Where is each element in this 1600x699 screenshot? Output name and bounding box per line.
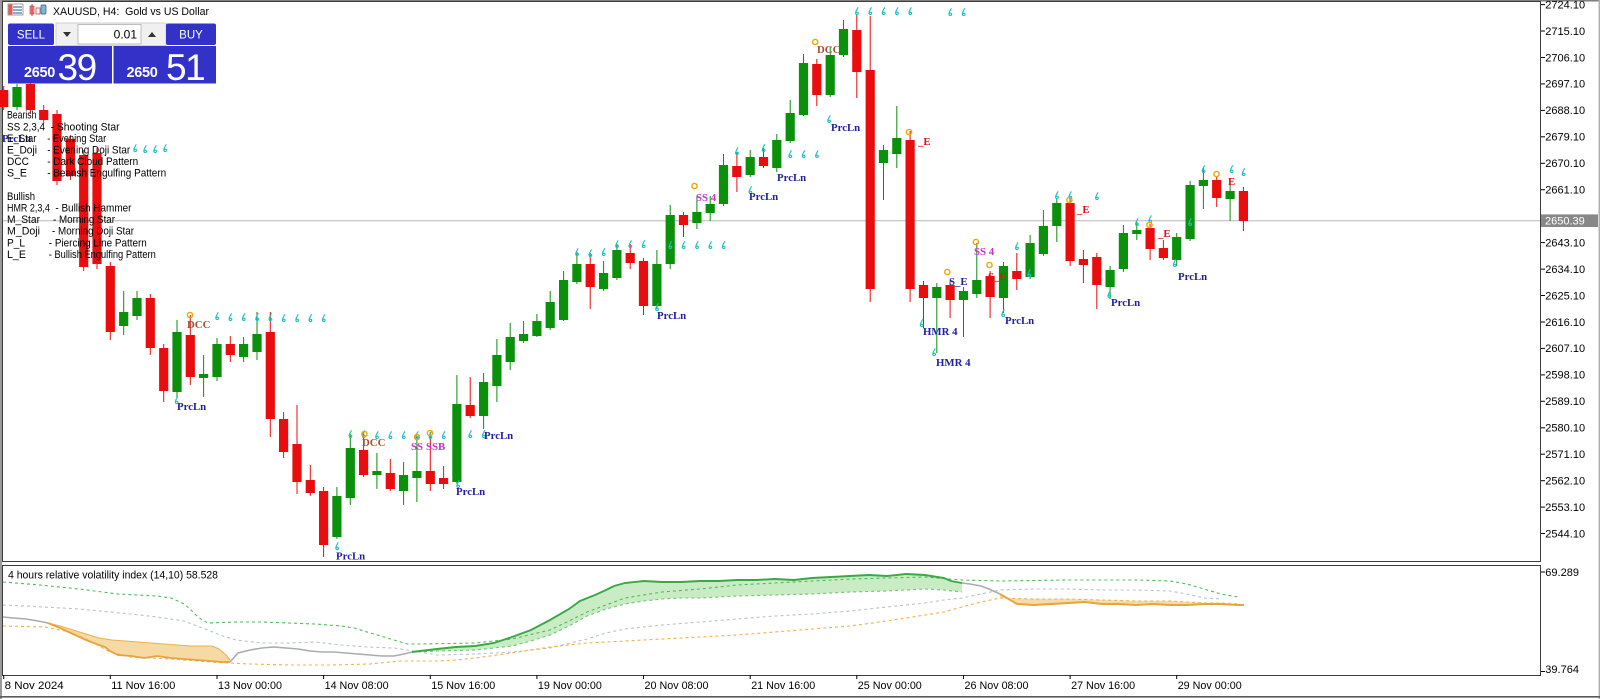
svg-text:29 Nov 00:00: 29 Nov 00:00 [1178,680,1242,692]
svg-text:PrcLn: PrcLn [1005,315,1034,327]
svg-text:HMR 4: HMR 4 [923,326,958,338]
svg-text:E: E [1228,176,1235,188]
svg-text:HMR 2,3,4: HMR 2,3,4 [7,203,50,215]
svg-text:- Morning Doji Star: - Morning Doji Star [52,226,134,238]
svg-text:2607.10: 2607.10 [1545,343,1585,355]
svg-text:19 Nov 00:00: 19 Nov 00:00 [538,680,602,692]
svg-text:27 Nov 16:00: 27 Nov 16:00 [1071,680,1135,692]
svg-text:L_E: L_E [7,249,26,261]
svg-text:DCC: DCC [187,319,210,331]
svg-text:PrcLn: PrcLn [831,122,860,134]
svg-text:4 hours relative volatility in: 4 hours relative volatility index (14,10… [8,570,218,582]
svg-text:PrcLn: PrcLn [2,133,31,145]
svg-text:PrcLn: PrcLn [456,486,485,498]
svg-text:2625.10: 2625.10 [1545,290,1585,302]
svg-text:2679.10: 2679.10 [1545,132,1585,144]
svg-text:2650.39: 2650.39 [1545,215,1585,227]
svg-text:BUY: BUY [179,30,203,42]
svg-text:SS 2,3,4: SS 2,3,4 [7,121,45,133]
svg-text:2634.10: 2634.10 [1545,264,1585,276]
svg-text:- Bullish Hammer: - Bullish Hammer [55,203,131,215]
svg-text:2697.10: 2697.10 [1545,79,1585,91]
svg-text:SS: SS [411,441,423,453]
svg-text:SS 4: SS 4 [974,246,995,258]
svg-text:PrcLn: PrcLn [1178,271,1207,283]
svg-text:2688.10: 2688.10 [1545,105,1585,117]
svg-text:SSB: SSB [426,441,445,453]
svg-text:Bullish: Bullish [7,191,35,203]
svg-text:- Morning Star: - Morning Star [53,214,115,226]
svg-text:2571.10: 2571.10 [1545,449,1585,461]
svg-text:- Bearish Engulfing Pattern: - Bearish Engulfing Pattern [47,168,166,180]
svg-text:DCC: DCC [7,156,29,168]
svg-text:PrcLn: PrcLn [657,310,686,322]
svg-text:25 Nov 00:00: 25 Nov 00:00 [858,680,922,692]
svg-text:2562.10: 2562.10 [1545,476,1585,488]
svg-text:S_E: S_E [7,168,27,180]
svg-text:2553.10: 2553.10 [1545,502,1585,514]
svg-text:- Shooting Star: - Shooting Star [51,121,120,133]
svg-text:- Evening Star: - Evening Star [47,133,106,145]
svg-text:13 Nov 00:00: 13 Nov 00:00 [218,680,282,692]
svg-text:39: 39 [58,47,96,88]
svg-text:2724.10: 2724.10 [1545,0,1585,11]
svg-text:51: 51 [166,47,204,88]
svg-text:2643.10: 2643.10 [1545,237,1585,249]
svg-text:2670.10: 2670.10 [1545,158,1585,170]
svg-text:0.01: 0.01 [114,28,138,42]
svg-text:PrcLn: PrcLn [484,430,513,442]
svg-text:21 Nov 16:00: 21 Nov 16:00 [751,680,815,692]
svg-text:S_E: S_E [988,271,1007,283]
svg-text:M_Star: M_Star [7,214,40,226]
svg-text:20 Nov 08:00: 20 Nov 08:00 [645,680,709,692]
svg-text:S_E: S_E [949,276,968,288]
svg-text:- Evening Doji Star: - Evening Doji Star [47,145,130,157]
svg-text:2589.10: 2589.10 [1545,396,1585,408]
svg-text:8 Nov 2024: 8 Nov 2024 [5,680,64,692]
svg-text:PrcLn: PrcLn [336,551,365,563]
svg-text:11 Nov 16:00: 11 Nov 16:00 [111,680,175,692]
svg-text:2616.10: 2616.10 [1545,317,1585,329]
svg-text:- Bullish Engulfing Pattern: - Bullish Engulfing Pattern [49,249,156,261]
svg-text:_E: _E [1157,228,1171,240]
svg-text:E_Doji: E_Doji [7,145,37,157]
svg-text:DCC: DCC [362,437,385,449]
svg-text:_E: _E [917,136,931,148]
svg-text:2706.10: 2706.10 [1545,52,1585,64]
svg-text:2598.10: 2598.10 [1545,370,1585,382]
svg-text:XAUUSD, H4: Gold vs US Dollar: XAUUSD, H4: Gold vs US Dollar [53,6,209,18]
svg-text:SS 4: SS 4 [696,192,717,204]
svg-text:14 Nov 08:00: 14 Nov 08:00 [325,680,389,692]
svg-text:2544.10: 2544.10 [1545,528,1585,540]
svg-text:P_L: P_L [7,237,25,249]
svg-text:2650: 2650 [24,65,55,81]
svg-text:M_Doji: M_Doji [7,226,40,238]
svg-text:2580.10: 2580.10 [1545,423,1585,435]
svg-text:69.289: 69.289 [1545,567,1579,579]
svg-text:- Piercing Line Pattern: - Piercing Line Pattern [49,237,147,249]
svg-text:HMR 4: HMR 4 [936,357,971,369]
svg-text:2715.10: 2715.10 [1545,26,1585,38]
svg-text:15 Nov 16:00: 15 Nov 16:00 [431,680,495,692]
svg-text:_E: _E [1076,204,1090,216]
svg-text:PrcLn: PrcLn [749,191,778,203]
svg-text:2661.10: 2661.10 [1545,185,1585,197]
svg-text:SELL: SELL [17,30,46,42]
svg-text:- Dark Cloud Pattern: - Dark Cloud Pattern [47,156,138,168]
svg-text:2650: 2650 [127,65,158,81]
svg-text:26 Nov 08:00: 26 Nov 08:00 [965,680,1029,692]
svg-text:E_Star: E_Star [7,133,37,145]
svg-text:PrcLn: PrcLn [177,401,206,413]
svg-text:PrcLn: PrcLn [1111,297,1140,309]
svg-text:39.764: 39.764 [1545,664,1579,676]
svg-text:Bearish: Bearish [7,110,37,122]
svg-text:DCC: DCC [817,44,840,56]
svg-text:PrcLn: PrcLn [777,172,806,184]
